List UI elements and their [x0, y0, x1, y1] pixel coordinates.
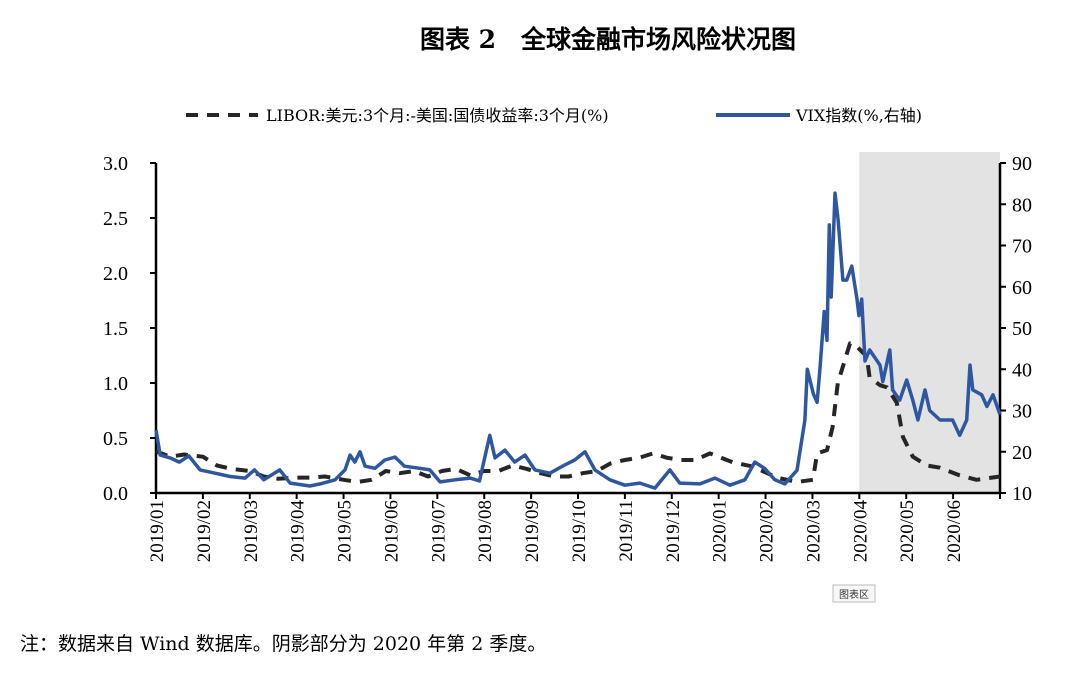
x-tick-label: 2019/06	[381, 500, 402, 562]
legend-label-libor: LIBOR:美元:3个月:-美国:国债收益率:3个月(%)	[266, 106, 609, 125]
x-tick-label: 2019/01	[147, 500, 168, 562]
x-tick-label: 2020/03	[803, 500, 824, 562]
left-tick-label: 3.0	[103, 153, 128, 175]
tooltip: 图表区	[832, 584, 876, 603]
right-tick-label: 50	[1012, 318, 1032, 340]
left-tick-label: 2.0	[103, 263, 128, 285]
x-tick-label: 2019/11	[616, 500, 637, 562]
left-tick-label: 1.5	[103, 318, 128, 340]
right-tick-label: 40	[1012, 359, 1032, 381]
left-tick-label: 0.5	[103, 428, 128, 450]
shaded-region-2020q2	[859, 152, 1000, 493]
right-tick-label: 60	[1012, 277, 1032, 299]
x-tick-label: 2019/10	[569, 500, 590, 562]
left-tick-label: 1.0	[103, 373, 128, 395]
chart-title: 图表 2 全球金融市场风险状况图	[420, 25, 796, 54]
x-tick-label: 2020/06	[944, 500, 965, 562]
x-tick-label: 2019/09	[522, 500, 543, 562]
right-tick-label: 70	[1012, 236, 1032, 258]
x-tick-label: 2019/05	[335, 500, 356, 562]
plot-area: 0.0 0.5 1.0 1.5 2.0 2.5 3.0 10 20 30 40 50 60 70 80 90 2…	[103, 152, 1032, 562]
x-tick-label: 2019/07	[428, 500, 449, 562]
series-line-libor-spread	[155, 341, 1001, 484]
tooltip-text: 图表区	[839, 588, 869, 601]
x-tick-label: 2020/02	[757, 500, 778, 562]
x-tick-label: 2020/04	[850, 500, 871, 563]
footnote: 注：数据来自 Wind 数据库。阴影部分为 2020 年第 2 季度。	[20, 633, 546, 655]
legend: LIBOR:美元:3个月:-美国:国债收益率:3个月(%) VIX指数(%,右轴…	[186, 106, 922, 125]
x-tick-label: 2020/01	[710, 500, 731, 562]
legend-label-vix: VIX指数(%,右轴)	[795, 106, 922, 125]
x-tick-label: 2020/05	[897, 500, 918, 562]
left-tick-label: 2.5	[103, 208, 128, 230]
right-tick-label: 90	[1012, 153, 1032, 175]
series-line-vix	[154, 191, 1002, 490]
right-tick-label: 80	[1012, 194, 1032, 216]
x-tick-label: 2019/04	[288, 500, 309, 563]
right-tick-label: 10	[1012, 483, 1032, 505]
x-tick-label: 2019/12	[663, 500, 684, 562]
right-tick-label: 30	[1012, 401, 1032, 423]
right-tick-label: 20	[1012, 442, 1032, 464]
x-tick-label: 2019/02	[194, 500, 215, 562]
left-tick-label: 0.0	[103, 483, 128, 505]
x-tick-label: 2019/08	[475, 500, 496, 562]
x-tick-label: 2019/03	[241, 500, 262, 562]
